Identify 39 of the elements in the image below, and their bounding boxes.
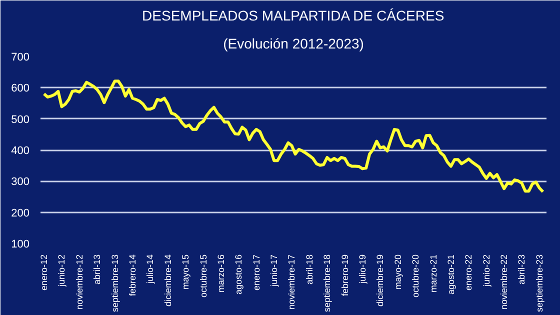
x-tick-label: febrero-19 — [340, 254, 350, 296]
x-tick-label: julio-19 — [358, 254, 368, 285]
x-tick-label: enero-17 — [251, 254, 262, 291]
y-tick-label: 200 — [11, 207, 30, 220]
x-tick-label: junio-17 — [269, 254, 280, 288]
x-tick-label: junio-22 — [481, 254, 492, 288]
x-tick-label: abril-13 — [92, 254, 102, 285]
x-tick-label: septiembre-13 — [110, 254, 120, 312]
x-tick-label: mayo-20 — [392, 254, 403, 290]
x-tick-label: junio-12 — [56, 254, 67, 288]
x-tick-label: abril-23 — [516, 254, 527, 285]
y-tick-label: 400 — [11, 145, 30, 157]
x-tick-label: mayo-15 — [180, 254, 191, 290]
y-tick-label: 500 — [11, 114, 30, 126]
x-tick-label: abril-18 — [304, 254, 314, 285]
chart-subtitle: (Evolución 2012-2023) — [223, 36, 364, 52]
x-tick-label: agosto-16 — [234, 254, 244, 295]
x-tick-label: octubre-20 — [410, 254, 421, 298]
x-tick-label: noviembre-22 — [499, 254, 510, 310]
x-tick-label: octubre-15 — [198, 254, 208, 298]
x-tick-label: noviembre-12 — [74, 254, 84, 310]
x-tick-label: marzo-16 — [216, 254, 226, 293]
y-tick-label: 100 — [11, 238, 30, 250]
x-tick-label: enero-22 — [464, 254, 474, 291]
y-tick-label: 700 — [11, 52, 30, 64]
chart-title: DESEMPLEADOS MALPARTIDA DE CÁCERES — [142, 8, 444, 24]
x-tick-label: febrero-14 — [128, 254, 138, 296]
x-tick-label: marzo-21 — [428, 254, 438, 293]
x-tick-label: diciembre-19 — [375, 254, 386, 307]
x-tick-label: septiembre-18 — [322, 254, 332, 312]
x-tick-label: noviembre-17 — [286, 254, 297, 310]
x-tick-label: julio-14 — [145, 254, 156, 285]
x-tick-label: septiembre-23 — [534, 254, 544, 312]
line-series — [42, 80, 544, 194]
x-tick-label: diciembre-14 — [162, 254, 173, 307]
y-tick-label: 300 — [11, 176, 30, 188]
x-tick-label: agosto-21 — [446, 254, 456, 295]
y-tick-label: 600 — [11, 82, 30, 95]
x-tick-label: enero-12 — [39, 254, 50, 291]
